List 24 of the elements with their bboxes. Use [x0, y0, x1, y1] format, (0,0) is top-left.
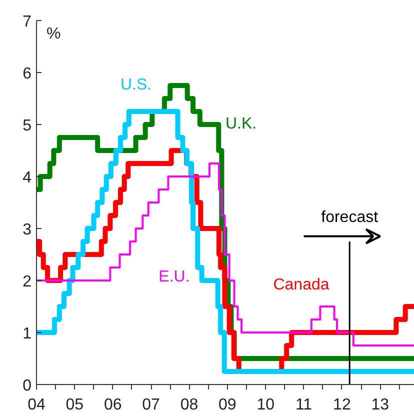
x-tick-label: 11 [295, 396, 312, 414]
x-tick-label: 10 [256, 396, 275, 414]
y-tick-label: 5 [22, 118, 32, 134]
ref-line-label: forecast [321, 208, 379, 226]
x-tick-label: 08 [180, 396, 198, 414]
y-tick-label: 7 [22, 14, 32, 30]
x-tick-label: 06 [104, 396, 122, 414]
text: Canada [273, 276, 330, 294]
x-tick-label: 12 [333, 396, 351, 414]
y-tick-label: 0 [22, 378, 32, 394]
y-tick-label: 4 [22, 170, 32, 186]
y-tick-label: 1 [22, 326, 32, 342]
y-axis-title: % [46, 26, 61, 42]
series-label: E.U. [158, 268, 190, 286]
x-tick-label: 07 [142, 396, 160, 414]
series-label: U.K. [226, 115, 257, 132]
series-label: U.S. [120, 76, 152, 94]
y-tick-label: 6 [22, 66, 32, 82]
y-tick-label: 2 [22, 274, 32, 290]
y-tick-label: 3 [22, 222, 32, 238]
x-tick-label: 09 [218, 396, 236, 414]
x-tick-label: 05 [66, 396, 84, 414]
x-tick-label: 13 [371, 396, 390, 414]
x-tick-label: 04 [28, 396, 46, 414]
